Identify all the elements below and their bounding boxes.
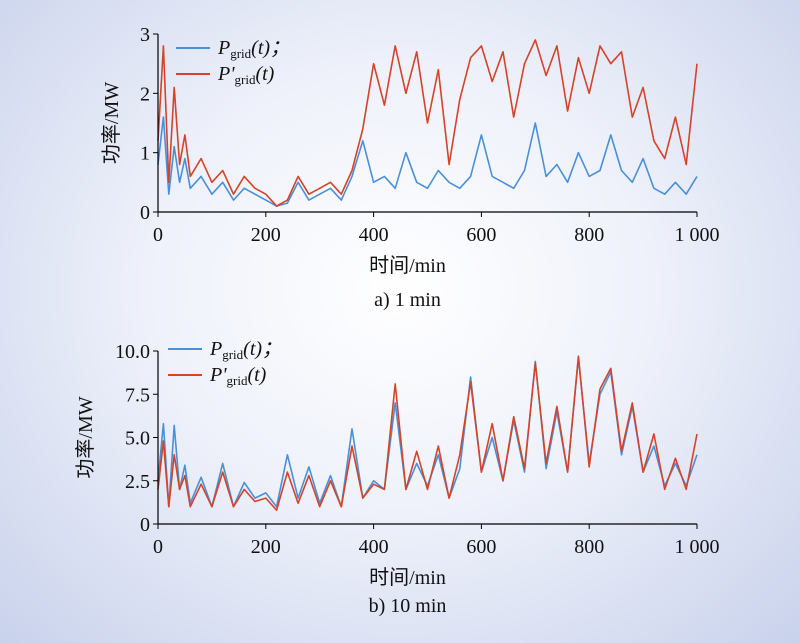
- y-tick-label: 2.5: [125, 471, 150, 493]
- y-tick-label: 0: [140, 514, 150, 536]
- y-tick-label: 2: [140, 83, 150, 105]
- chart-panel-2: 0 200 400 600 800 1 000 0 2.5 5.0 7.5 10.0 时间/min 功率…: [74, 338, 720, 617]
- y-tick-label: 7.5: [125, 384, 150, 406]
- x-tick-label: 200: [251, 224, 281, 246]
- x-tick-label: 1 000: [675, 224, 720, 246]
- legend-label: Pgrid(t)；: [209, 338, 282, 362]
- y-tick-label: 10.0: [115, 341, 150, 363]
- legend-label: Pgrid(t)；: [217, 37, 290, 61]
- y-tick-label: 5.0: [125, 428, 150, 450]
- panel-caption: a) 1 min: [374, 289, 441, 311]
- x-tick-label: 600: [466, 224, 496, 246]
- x-tick-label: 600: [466, 536, 496, 558]
- x-tick-label: 0: [153, 224, 163, 246]
- series-line-1: [157, 357, 698, 508]
- x-tick-label: 0: [153, 536, 163, 558]
- y-axis-title: 功率/MW: [100, 82, 123, 164]
- x-tick-label: 400: [359, 536, 389, 558]
- legend-label: P'grid(t): [209, 364, 267, 388]
- x-tick-label: 400: [359, 224, 389, 246]
- y-tick-label: 3: [140, 24, 150, 46]
- x-tick-label: 1 000: [675, 536, 720, 558]
- panel-caption: b) 10 min: [369, 595, 447, 617]
- x-tick-label: 800: [574, 224, 604, 246]
- chart-panel-1: 0 200 400 600 800 1 000 0 1 2 3 时间/min 功率/MW a) 1 mi…: [100, 24, 720, 311]
- legend: Pgrid(t)；P'grid(t): [176, 37, 290, 87]
- y-axis-title: 功率/MW: [74, 396, 97, 478]
- series-line-1: [157, 116, 698, 207]
- x-axis-title: 时间/min: [369, 566, 446, 589]
- series-line-2: [157, 39, 698, 207]
- x-axis-title: 时间/min: [369, 254, 446, 277]
- x-tick-label: 200: [251, 536, 281, 558]
- y-tick-label: 0: [140, 202, 150, 224]
- y-tick-label: 1: [140, 143, 150, 165]
- legend: Pgrid(t)；P'grid(t): [168, 338, 282, 388]
- series-line-2: [157, 355, 698, 511]
- x-tick-label: 800: [574, 536, 604, 558]
- legend-label: P'grid(t): [217, 63, 275, 87]
